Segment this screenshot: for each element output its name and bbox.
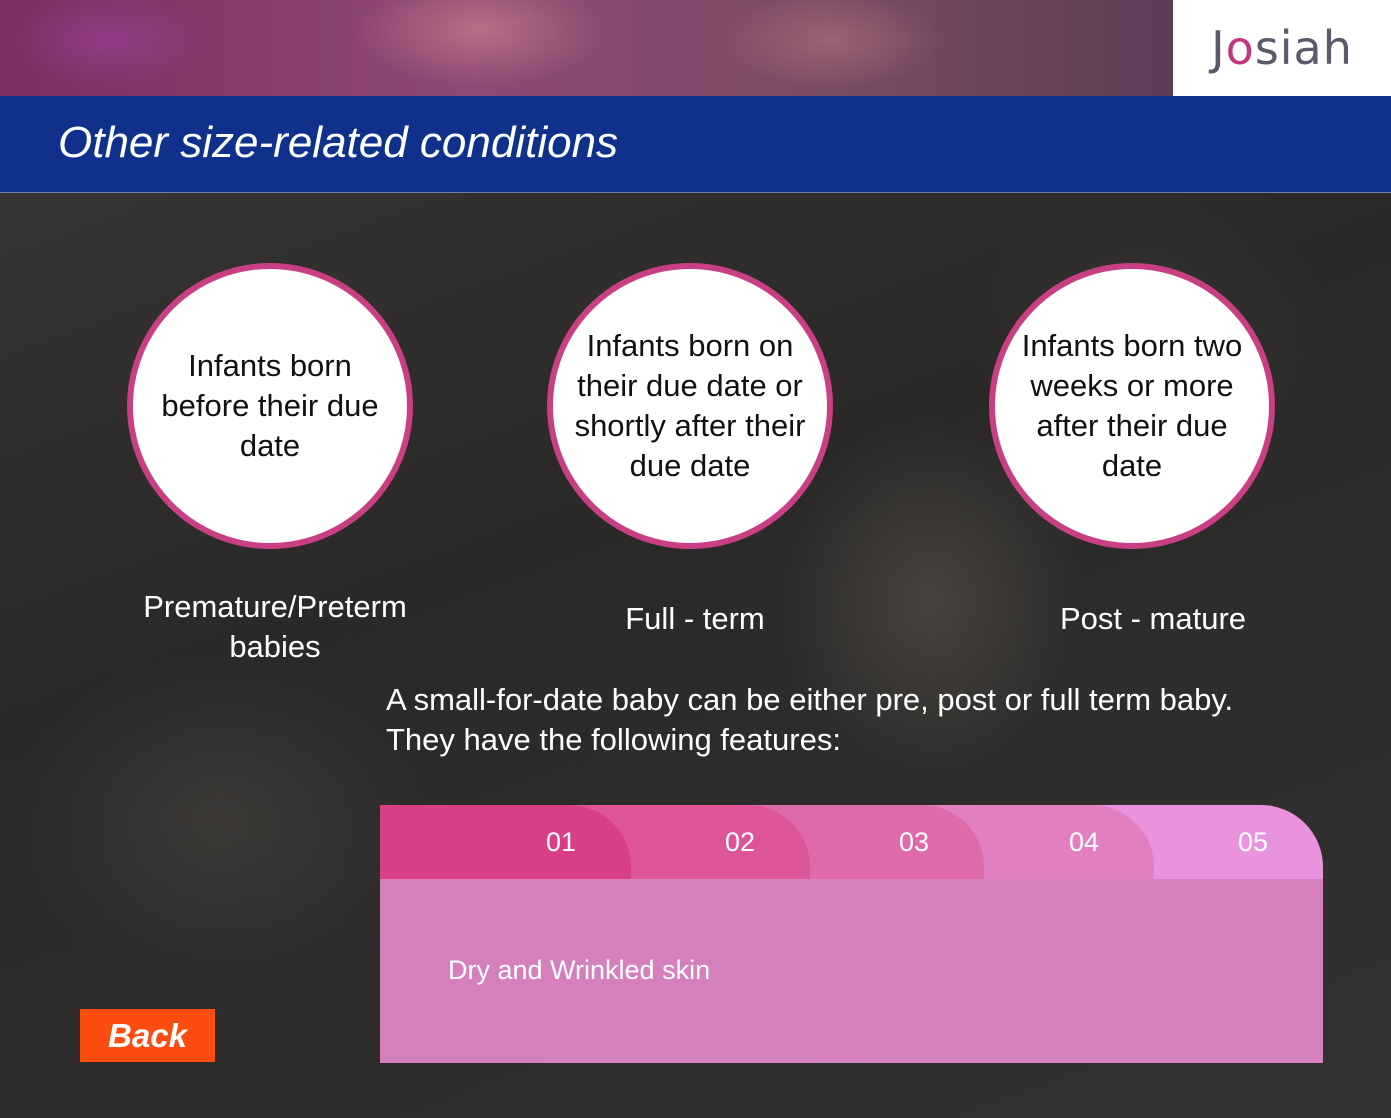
circle-preterm-text: Infants born before their due date — [161, 348, 379, 463]
feature-tabs: 05 04 03 02 01 Dry and Wrinkled skin — [380, 805, 1323, 1063]
tab-05-label: 05 — [1237, 826, 1268, 857]
title-bar: Other size-related conditions — [0, 96, 1391, 193]
page-title: Other size-related conditions — [58, 118, 619, 167]
circle-preterm: Infants born before their due date — [127, 263, 413, 549]
logo-text-j: J — [1211, 21, 1226, 75]
logo-text-rest: siah — [1254, 21, 1353, 75]
back-button[interactable]: Back — [80, 1009, 215, 1062]
tab-03-label: 03 — [898, 826, 929, 857]
tab-02-label: 02 — [724, 826, 755, 857]
tab-content-text: Dry and Wrinkled skin — [448, 955, 711, 985]
circle-full-term-text: Infants born on their due date or shortl… — [574, 328, 806, 483]
label-post-mature: Post - mature — [1059, 601, 1247, 636]
logo: Josiah — [1173, 0, 1391, 96]
header-banner-photo — [0, 0, 1173, 96]
label-full-term: Full - term — [625, 601, 765, 636]
description-line-2: They have the following features: — [386, 722, 841, 757]
circle-post-mature: Infants born two weeks or more after the… — [989, 263, 1275, 549]
label-preterm: Premature/Preterm babies — [143, 589, 407, 664]
circle-post-mature-text: Infants born two weeks or more after the… — [1021, 328, 1243, 483]
description: A small-for-date baby can be either pre,… — [386, 680, 1346, 760]
tab-04-label: 04 — [1068, 826, 1099, 857]
tab-01[interactable]: 01 — [380, 805, 631, 879]
description-line-1: A small-for-date baby can be either pre,… — [386, 682, 1234, 717]
logo-text-o: o — [1225, 21, 1255, 75]
logo-text: Josiah — [1211, 21, 1353, 75]
tab-01-label: 01 — [545, 826, 576, 857]
circle-full-term: Infants born on their due date or shortl… — [547, 263, 833, 549]
tab-content-panel: Dry and Wrinkled skin — [380, 879, 1323, 1063]
